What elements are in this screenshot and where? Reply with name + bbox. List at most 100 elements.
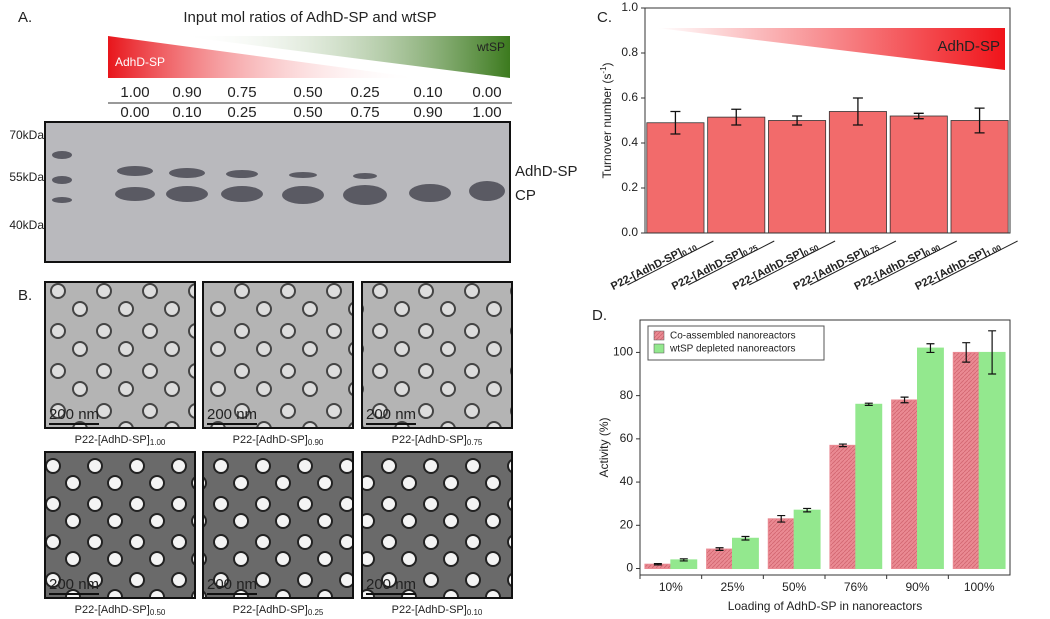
marker-label: 70kDa bbox=[9, 128, 44, 142]
bar bbox=[829, 444, 857, 570]
scale-label: 200 nm bbox=[49, 576, 99, 593]
error-bar bbox=[926, 343, 935, 354]
annotation: AdhD-SP bbox=[937, 38, 1000, 55]
plot-frame bbox=[639, 319, 1011, 576]
band-label: AdhD-SP bbox=[515, 163, 578, 180]
gradient-red bbox=[108, 36, 420, 78]
marker-label: 55kDa bbox=[9, 170, 44, 184]
ratio-label: 0.90 bbox=[413, 104, 442, 121]
x-tick-label: 90% bbox=[905, 580, 929, 594]
text-part: ) bbox=[600, 62, 614, 66]
plot-frame bbox=[644, 7, 1011, 234]
bar bbox=[793, 509, 821, 570]
image-caption: P22-[AdhD-SP]0.25 bbox=[233, 604, 324, 617]
text-part: 0.10 bbox=[681, 243, 699, 258]
error-bar bbox=[864, 402, 873, 406]
y-tick-label: 40 bbox=[620, 474, 634, 488]
label-rule bbox=[870, 240, 957, 286]
tem-image bbox=[44, 281, 196, 429]
text-part: 0.25 bbox=[308, 608, 324, 617]
error-bar bbox=[900, 396, 909, 404]
error-bar bbox=[670, 110, 681, 135]
ratio-label: 1.00 bbox=[472, 104, 501, 121]
text-part: Turnover number (s bbox=[600, 74, 614, 179]
panel-label: D. bbox=[592, 307, 607, 324]
panel-title: Input mol ratios of AdhD-SP and wtSP bbox=[183, 9, 436, 26]
tem-image bbox=[202, 451, 354, 599]
x-tick-label: 100% bbox=[964, 580, 995, 594]
tem-image bbox=[202, 281, 354, 429]
band-label: CP bbox=[515, 187, 536, 204]
x-tick-label: 50% bbox=[782, 580, 806, 594]
annotation-wedge bbox=[657, 28, 1005, 70]
bar bbox=[952, 351, 980, 570]
legend-swatch bbox=[653, 330, 665, 341]
bar bbox=[707, 116, 766, 234]
ratio-label: 0.00 bbox=[120, 104, 149, 121]
bar bbox=[917, 347, 944, 570]
scale-label: 200 nm bbox=[49, 406, 99, 423]
ratio-label: 0.75 bbox=[227, 84, 256, 101]
gradient-label: wtSP bbox=[476, 40, 505, 54]
panel-label: C. bbox=[597, 9, 612, 26]
tem-image bbox=[44, 451, 196, 599]
error-bar bbox=[777, 514, 786, 523]
text-part: 0.75 bbox=[467, 438, 483, 447]
scale-label: 200 nm bbox=[366, 406, 416, 423]
error-bar bbox=[715, 547, 724, 551]
ratio-label: 0.50 bbox=[293, 84, 322, 101]
bar bbox=[828, 111, 887, 234]
label-rule bbox=[931, 240, 1018, 286]
scale-label: 200 nm bbox=[207, 406, 257, 423]
y-tick-label: 80 bbox=[620, 388, 634, 402]
legend-label: wtSP depleted nanoreactors bbox=[669, 344, 795, 355]
y-tick-label: 20 bbox=[620, 517, 634, 531]
error-bar bbox=[974, 107, 985, 134]
text-part: 0.90 bbox=[924, 243, 942, 258]
y-tick-label: 0.8 bbox=[621, 45, 638, 59]
text-part: P22-[AdhD-SP] bbox=[392, 434, 467, 446]
bar bbox=[732, 537, 759, 570]
ratio-label: 0.50 bbox=[293, 104, 322, 121]
text-part: 0.25 bbox=[742, 243, 760, 258]
error-bar bbox=[679, 558, 688, 562]
label-rule bbox=[748, 240, 836, 286]
ratio-label: 1.00 bbox=[120, 84, 149, 101]
gradient-label: AdhD-SP bbox=[115, 55, 165, 69]
text-part: 1.00 bbox=[150, 438, 166, 447]
text-part: 1.00 bbox=[985, 243, 1003, 258]
bar bbox=[767, 518, 795, 570]
legend-label: Co-assembled nanoreactors bbox=[670, 331, 796, 342]
y-tick-label: 0 bbox=[626, 561, 633, 575]
panel-label: B. bbox=[18, 287, 32, 304]
x-axis-label: Loading of AdhD-SP in nanoreactors bbox=[728, 599, 923, 613]
y-axis-label: Turnover number (s-1) bbox=[599, 62, 614, 178]
error-bar bbox=[838, 443, 847, 448]
bar bbox=[978, 351, 1006, 570]
ratio-label: 0.75 bbox=[350, 104, 379, 121]
bar bbox=[706, 548, 733, 570]
error-bar bbox=[653, 562, 662, 566]
text-part: 0.75 bbox=[863, 243, 881, 258]
image-caption: P22-[AdhD-SP]1.00 bbox=[75, 434, 166, 447]
text-part: 0.50 bbox=[150, 608, 166, 617]
ratio-label: 0.10 bbox=[413, 84, 442, 101]
gel-bands bbox=[52, 151, 505, 205]
label-rule bbox=[688, 240, 775, 286]
y-tick-label: 1.0 bbox=[621, 0, 638, 14]
y-tick-label: 100 bbox=[613, 345, 633, 359]
label-rule bbox=[627, 240, 714, 286]
text-part: P22-[AdhD-SP] bbox=[392, 604, 467, 616]
marker-label: 40kDa bbox=[9, 218, 44, 232]
text-part: P22-[AdhD-SP] bbox=[233, 434, 308, 446]
bar bbox=[889, 115, 948, 234]
ratio-label: 0.00 bbox=[472, 84, 501, 101]
panel-label: A. bbox=[18, 9, 32, 26]
bar bbox=[768, 120, 827, 234]
y-axis-label: Activity (%) bbox=[597, 417, 611, 477]
bar bbox=[891, 399, 918, 570]
ratio-label: 0.25 bbox=[227, 104, 256, 121]
label-rule bbox=[809, 240, 897, 286]
error-bar bbox=[731, 108, 742, 126]
